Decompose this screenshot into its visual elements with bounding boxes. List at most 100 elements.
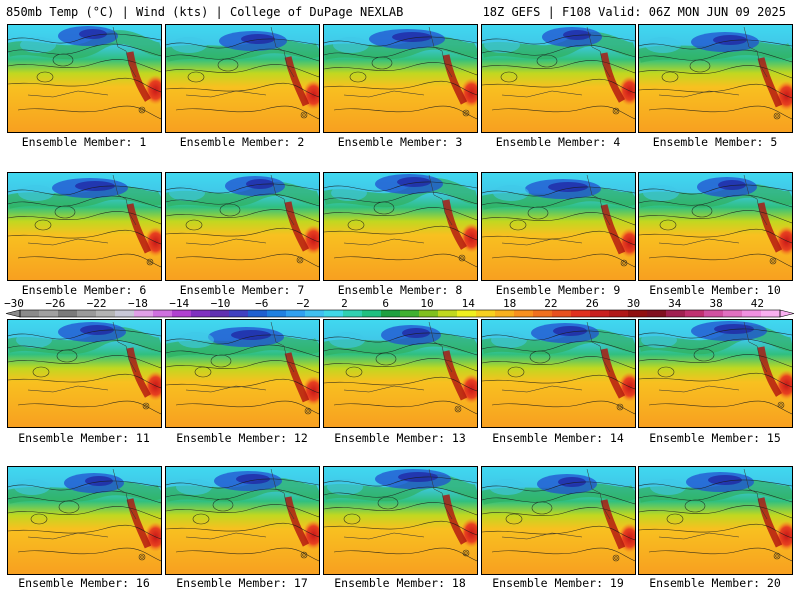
colorbar-swatch (476, 310, 496, 317)
member-caption: Ensemble Member: 17 (176, 576, 308, 590)
colorbar-swatch (229, 310, 249, 317)
colorbar-left-arrow (5, 309, 21, 318)
colorbar-swatch (609, 310, 629, 317)
ensemble-member-map (165, 319, 320, 428)
colorbar-swatch (153, 310, 173, 317)
colorbar-tick-label: 22 (544, 297, 557, 310)
member-caption: Ensemble Member: 16 (18, 576, 150, 590)
member-caption: Ensemble Member: 14 (492, 431, 624, 445)
member-caption: Ensemble Member: 15 (649, 431, 781, 445)
colorbar-swatch (704, 310, 724, 317)
colorbar-tick-label: 38 (709, 297, 722, 310)
ensemble-member-map (481, 172, 636, 281)
colorbar-swatch (761, 310, 781, 317)
member-caption: Ensemble Member: 6 (21, 283, 147, 297)
run-valid-time: 18Z GEFS | F108 Valid: 06Z MON JUN 09 20… (482, 5, 786, 19)
colorbar-swatch (514, 310, 534, 317)
colorbar-swatch (115, 310, 135, 317)
member-caption: Ensemble Member: 3 (337, 135, 463, 149)
colorbar-swatch (685, 310, 705, 317)
colorbar-swatch (267, 310, 287, 317)
ensemble-member-map (7, 319, 162, 428)
colorbar-swatch (628, 310, 648, 317)
colorbar-tick-label: −14 (169, 297, 189, 310)
colorbar-tick-label: −10 (211, 297, 231, 310)
colorbar-tick-label: 34 (668, 297, 682, 310)
ensemble-member-map (7, 466, 162, 575)
temperature-colorbar: −30 −26 −22 −18 −14 −10 −6 −2 2 6 10 14 18 22 26 30 34 38… (4, 297, 795, 318)
ensemble-member-map (323, 24, 478, 133)
colorbar-tick-label: 18 (503, 297, 516, 310)
member-caption: Ensemble Member: 8 (337, 283, 463, 297)
colorbar-swatch (590, 310, 610, 317)
colorbar-tick-label: 26 (586, 297, 599, 310)
ensemble-member-map (323, 319, 478, 428)
colorbar-tick-label: −22 (87, 297, 107, 310)
colorbar-swatch (438, 310, 458, 317)
colorbar-swatch (286, 310, 306, 317)
colorbar-swatch (362, 310, 382, 317)
colorbar-swatch (20, 310, 40, 317)
member-caption: Ensemble Member: 1 (21, 135, 147, 149)
colorbar-tick-label: −2 (296, 297, 309, 310)
colorbar-tick-label: −18 (128, 297, 148, 310)
member-caption: Ensemble Member: 12 (176, 431, 308, 445)
colorbar-swatch (39, 310, 59, 317)
colorbar-swatch (495, 310, 515, 317)
map-title: 850mb Temp (°C) | Wind (kts) | College o… (6, 5, 404, 19)
member-caption: Ensemble Member: 9 (495, 283, 621, 297)
ensemble-member-map (323, 172, 478, 281)
ensemble-member-map (481, 319, 636, 428)
colorbar-border (19, 309, 781, 318)
colorbar-tick-label: 14 (462, 297, 476, 310)
colorbar-swatch (248, 310, 268, 317)
colorbar-tick-label: 6 (382, 297, 389, 310)
member-caption: Ensemble Member: 2 (179, 135, 305, 149)
ensemble-member-map (638, 466, 793, 575)
colorbar-swatch (172, 310, 192, 317)
colorbar-swatch (96, 310, 116, 317)
colorbar-swatch (77, 310, 97, 317)
ensemble-member-map (638, 24, 793, 133)
ensemble-member-map (638, 319, 793, 428)
colorbar-swatch (58, 310, 78, 317)
member-caption: Ensemble Member: 4 (495, 135, 621, 149)
member-caption: Ensemble Member: 13 (334, 431, 466, 445)
colorbar-tick-label: −6 (255, 297, 268, 310)
ensemble-member-map (165, 172, 320, 281)
colorbar-tick-label: 2 (341, 297, 348, 310)
ensemble-member-map (323, 466, 478, 575)
member-caption: Ensemble Member: 10 (649, 283, 781, 297)
colorbar-tick-label: 10 (420, 297, 433, 310)
ensemble-member-map (481, 24, 636, 133)
colorbar-swatch (666, 310, 686, 317)
ensemble-member-map (7, 24, 162, 133)
colorbar-right-arrow (779, 309, 795, 318)
member-caption: Ensemble Member: 11 (18, 431, 150, 445)
ensemble-member-map (165, 24, 320, 133)
colorbar-tick-label: −26 (45, 297, 65, 310)
colorbar-swatch (343, 310, 363, 317)
member-caption: Ensemble Member: 7 (179, 283, 305, 297)
ensemble-member-map (165, 466, 320, 575)
colorbar-tick-label: 30 (627, 297, 640, 310)
colorbar-swatch (742, 310, 762, 317)
ensemble-member-map (481, 466, 636, 575)
colorbar-swatch (552, 310, 572, 317)
colorbar-swatch (400, 310, 420, 317)
member-caption: Ensemble Member: 5 (652, 135, 778, 149)
colorbar-swatch (210, 310, 230, 317)
ensemble-member-map (7, 172, 162, 281)
colorbar-swatch (647, 310, 667, 317)
colorbar-swatch (191, 310, 211, 317)
colorbar-swatch (305, 310, 325, 317)
colorbar-swatch (381, 310, 401, 317)
colorbar-swatch (723, 310, 743, 317)
colorbar-swatch (571, 310, 591, 317)
colorbar-swatch (419, 310, 439, 317)
colorbar-swatch (457, 310, 477, 317)
member-caption: Ensemble Member: 19 (492, 576, 624, 590)
colorbar-swatch (134, 310, 154, 317)
colorbar-swatch (324, 310, 344, 317)
colorbar-swatch (533, 310, 553, 317)
